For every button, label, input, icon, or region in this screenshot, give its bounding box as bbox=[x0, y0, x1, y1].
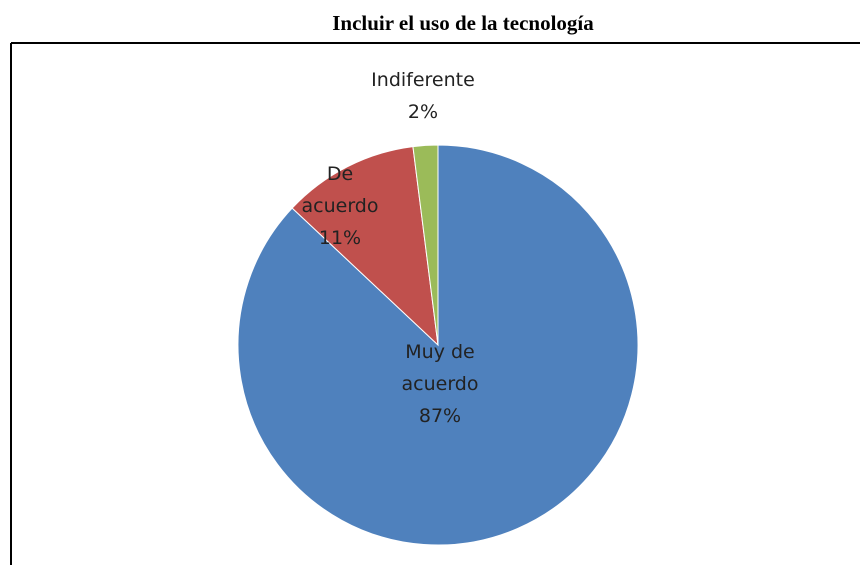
slice-label-line: acuerdo bbox=[402, 373, 479, 395]
slice-value-label: 2% bbox=[408, 101, 438, 123]
chart-title: Incluir el uso de la tecnología bbox=[332, 11, 594, 35]
slice-label-line: acuerdo bbox=[302, 195, 379, 217]
pie-slice bbox=[237, 144, 639, 546]
slice-value-label: 87% bbox=[419, 405, 461, 427]
pie-slice bbox=[291, 146, 439, 347]
slice-label-line: Muy de bbox=[405, 341, 474, 363]
slice-label: Muy de acuerdo bbox=[402, 341, 479, 395]
slice-label: Indiferente bbox=[371, 69, 475, 91]
slice-value-label: 11% bbox=[319, 227, 361, 249]
slice-label: De acuerdo bbox=[302, 163, 379, 217]
pie-slice bbox=[412, 144, 439, 346]
slice-label-line: De bbox=[327, 163, 353, 185]
